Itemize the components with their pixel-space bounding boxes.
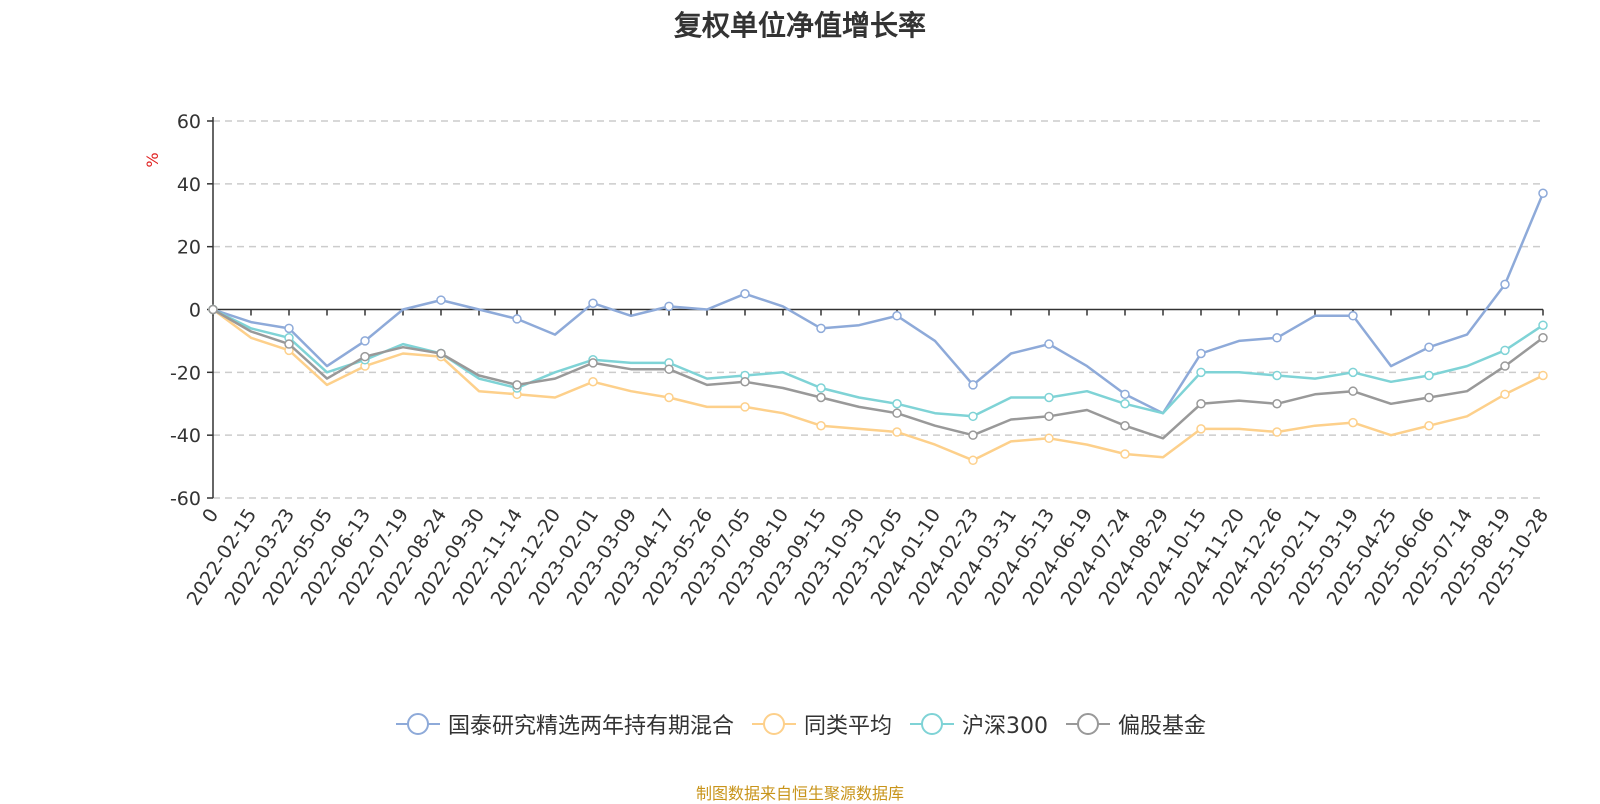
series-line [212, 308, 1544, 440]
y-axis: 60 40 20 0 -20 -40 -60 [170, 111, 214, 510]
series-line [212, 192, 1545, 415]
data-point [1120, 420, 1130, 431]
data-point [1044, 339, 1054, 349]
data-point [1500, 345, 1510, 356]
data-point [1538, 320, 1548, 330]
data-point [1538, 333, 1548, 343]
series-3 [208, 304, 1548, 440]
legend-item[interactable]: 国泰研究精选两年持有期混合 [394, 708, 734, 740]
data-point [1196, 424, 1206, 434]
y-tick-label: -60 [170, 488, 201, 510]
series-1 [208, 304, 1548, 466]
data-point [816, 323, 826, 334]
data-point [360, 351, 370, 362]
data-point [1538, 370, 1548, 381]
data-point [1500, 361, 1510, 371]
data-point [588, 358, 598, 368]
data-point [1424, 370, 1434, 381]
y-tick-label: 0 [189, 300, 201, 322]
data-point [968, 430, 978, 440]
data-point [1196, 399, 1206, 409]
data-point [1348, 311, 1358, 321]
data-point [1120, 389, 1130, 400]
series-2 [208, 304, 1548, 422]
data-point [284, 339, 294, 349]
data-point [1272, 427, 1282, 437]
y-tick-label: -40 [170, 425, 201, 447]
data-point [1348, 417, 1358, 428]
data-point [816, 420, 826, 431]
data-point [1500, 389, 1510, 400]
data-point [664, 301, 674, 312]
data-point [436, 348, 446, 359]
data-point [1500, 279, 1510, 290]
series-line [212, 308, 1544, 418]
data-point [740, 289, 750, 299]
series-lines [208, 188, 1548, 466]
data-point [1044, 392, 1054, 403]
data-point [740, 402, 750, 412]
data-point [1272, 399, 1282, 409]
legend-item[interactable]: 沪深300 [908, 708, 1048, 740]
data-point [664, 364, 674, 374]
data-point [436, 295, 446, 305]
y-tick-label: -20 [170, 362, 201, 384]
legend-label: 沪深300 [962, 714, 1048, 739]
grid-lines [213, 120, 1543, 499]
data-point [968, 411, 978, 422]
data-point [1424, 342, 1434, 352]
x-axis: 02022-02-152022-03-232022-05-052022-06-1… [183, 308, 1553, 609]
legend-symbol [1066, 713, 1110, 735]
y-tick-label: 60 [177, 111, 201, 133]
data-point [816, 392, 826, 403]
data-point [208, 304, 218, 315]
series-line [212, 308, 1544, 462]
data-point [512, 380, 522, 390]
data-point [1120, 399, 1130, 409]
data-point [512, 314, 522, 324]
legend-label: 同类平均 [803, 714, 892, 739]
x-tick-label: 0 [198, 505, 223, 527]
data-point [892, 427, 902, 437]
legend-symbol [395, 713, 440, 735]
legend-label: 国泰研究精选两年持有期混合 [447, 714, 734, 739]
data-point [740, 377, 750, 387]
legend-label: 偏股基金 [1118, 714, 1207, 739]
y-tick-label: 20 [177, 237, 201, 259]
data-point [1196, 367, 1206, 378]
legend-item[interactable]: 同类平均 [750, 708, 892, 740]
legend-symbol [910, 713, 954, 735]
data-point [968, 380, 978, 390]
data-point [1348, 386, 1358, 396]
data-point [1424, 420, 1434, 431]
data-point [816, 383, 826, 393]
data-point [284, 323, 294, 334]
data-point [892, 408, 902, 418]
data-point [664, 392, 674, 403]
data-point [1538, 188, 1548, 199]
chart: 60 40 20 0 -20 -40 -60 02022-02-152022-03-2320… [143, 111, 1553, 609]
legend: 国泰研究精选两年持有期混合 同类平均 沪深300 偏股基金 [0, 708, 1600, 740]
series-0 [208, 188, 1548, 415]
data-point [968, 455, 978, 466]
chart-title: 复权单位净值增长率 [673, 9, 926, 42]
data-point [1424, 392, 1434, 403]
data-point [892, 311, 902, 321]
legend-symbol [751, 713, 796, 735]
y-axis-label: % [143, 152, 162, 167]
data-point [588, 377, 598, 387]
data-point [1196, 348, 1206, 359]
source-note: 制图数据来自恒生聚源数据库 [695, 784, 904, 803]
data-point [1044, 411, 1054, 422]
y-tick-label: 40 [177, 174, 201, 196]
data-point [1272, 370, 1282, 381]
data-point [588, 298, 598, 308]
data-point [1348, 367, 1358, 378]
data-point [1272, 333, 1282, 343]
data-point [1044, 433, 1054, 444]
legend-item[interactable]: 偏股基金 [1064, 708, 1206, 740]
data-point [892, 399, 902, 409]
data-point [360, 336, 370, 346]
data-point [1120, 449, 1130, 459]
